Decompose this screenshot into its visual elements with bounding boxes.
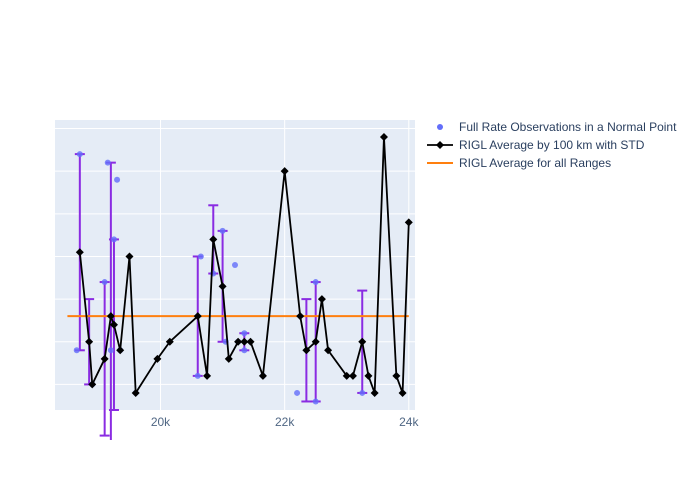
legend-item[interactable]: Full Rate Observations in a Normal Point (425, 120, 676, 134)
legend-label: RIGL Average by 100 km with STD (459, 138, 644, 152)
x-tick-label: 20k (151, 415, 171, 429)
scatter-point (241, 347, 247, 353)
legend-item[interactable]: RIGL Average for all Ranges (425, 156, 676, 170)
legend-item[interactable]: RIGL Average by 100 km with STD (425, 138, 676, 152)
scatter-point (108, 347, 114, 353)
scatter-point (114, 177, 120, 183)
x-tick-label: 22k (275, 415, 295, 429)
scatter-point (241, 330, 247, 336)
legend-label: RIGL Average for all Ranges (459, 156, 611, 170)
legend-symbol (425, 138, 455, 152)
legend-symbol (425, 156, 455, 170)
scatter-point (195, 373, 201, 379)
legend-label: Full Rate Observations in a Normal Point (459, 120, 676, 134)
scatter-point (232, 262, 238, 268)
scatter-point (102, 279, 108, 285)
scatter-point (105, 160, 111, 166)
scatter-point (313, 279, 319, 285)
chart-svg: 510152025303520k22k24k (55, 120, 455, 440)
chart-container: 510152025303520k22k24k (55, 120, 455, 440)
scatter-point (359, 390, 365, 396)
scatter-point (111, 236, 117, 242)
scatter-point (294, 390, 300, 396)
legend: Full Rate Observations in a Normal Point… (425, 120, 676, 174)
x-tick-label: 24k (399, 415, 419, 429)
scatter-point (313, 398, 319, 404)
scatter-point (220, 228, 226, 234)
scatter-point (198, 253, 204, 259)
legend-symbol (425, 120, 455, 134)
scatter-point (77, 151, 83, 157)
scatter-point (74, 347, 80, 353)
